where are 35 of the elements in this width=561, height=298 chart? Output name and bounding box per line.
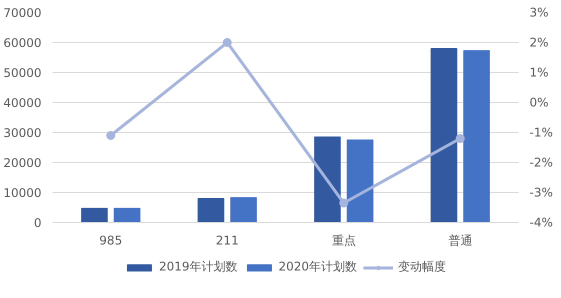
y-tick-label: 40000 <box>3 96 42 110</box>
point <box>456 134 465 143</box>
x-tick-label: 普通 <box>448 234 472 248</box>
y2-tick-label: 3% <box>530 6 549 20</box>
legend-label: 2020年计划数 <box>278 258 358 276</box>
y-tick-label: 70000 <box>3 6 42 20</box>
legend-label: 2019年计划数 <box>158 258 238 276</box>
y2-tick-label: 2% <box>530 36 549 50</box>
y-tick-label: 60000 <box>3 36 42 50</box>
bar <box>430 48 458 222</box>
y-tick-label: 10000 <box>3 186 42 200</box>
bar <box>114 208 140 222</box>
y2-tick-label: -3% <box>530 186 553 200</box>
bar <box>314 136 341 222</box>
bar <box>346 140 374 222</box>
x-tick-label: 211 <box>216 234 239 248</box>
point <box>106 131 116 140</box>
y2-tick-label: 1% <box>530 66 549 80</box>
y-tick-label: 30000 <box>3 126 42 140</box>
y2-tick-label: 0% <box>530 96 549 110</box>
y2-tick-label: -2% <box>530 156 553 170</box>
bar <box>230 197 257 222</box>
y-tick-label: 0 <box>34 216 42 230</box>
legend-label: 变动幅度 <box>398 258 446 276</box>
y2-tick-label: -4% <box>530 216 553 230</box>
bar <box>81 208 108 222</box>
y2-tick-label: -1% <box>530 126 553 140</box>
y-tick-label: 50000 <box>3 66 42 80</box>
y-tick-label: 20000 <box>3 156 42 170</box>
point <box>339 198 348 208</box>
bar <box>198 198 224 222</box>
point <box>222 38 232 47</box>
bar <box>463 50 490 222</box>
x-tick-label: 985 <box>99 234 122 248</box>
x-tick-label: 重点 <box>332 234 356 248</box>
